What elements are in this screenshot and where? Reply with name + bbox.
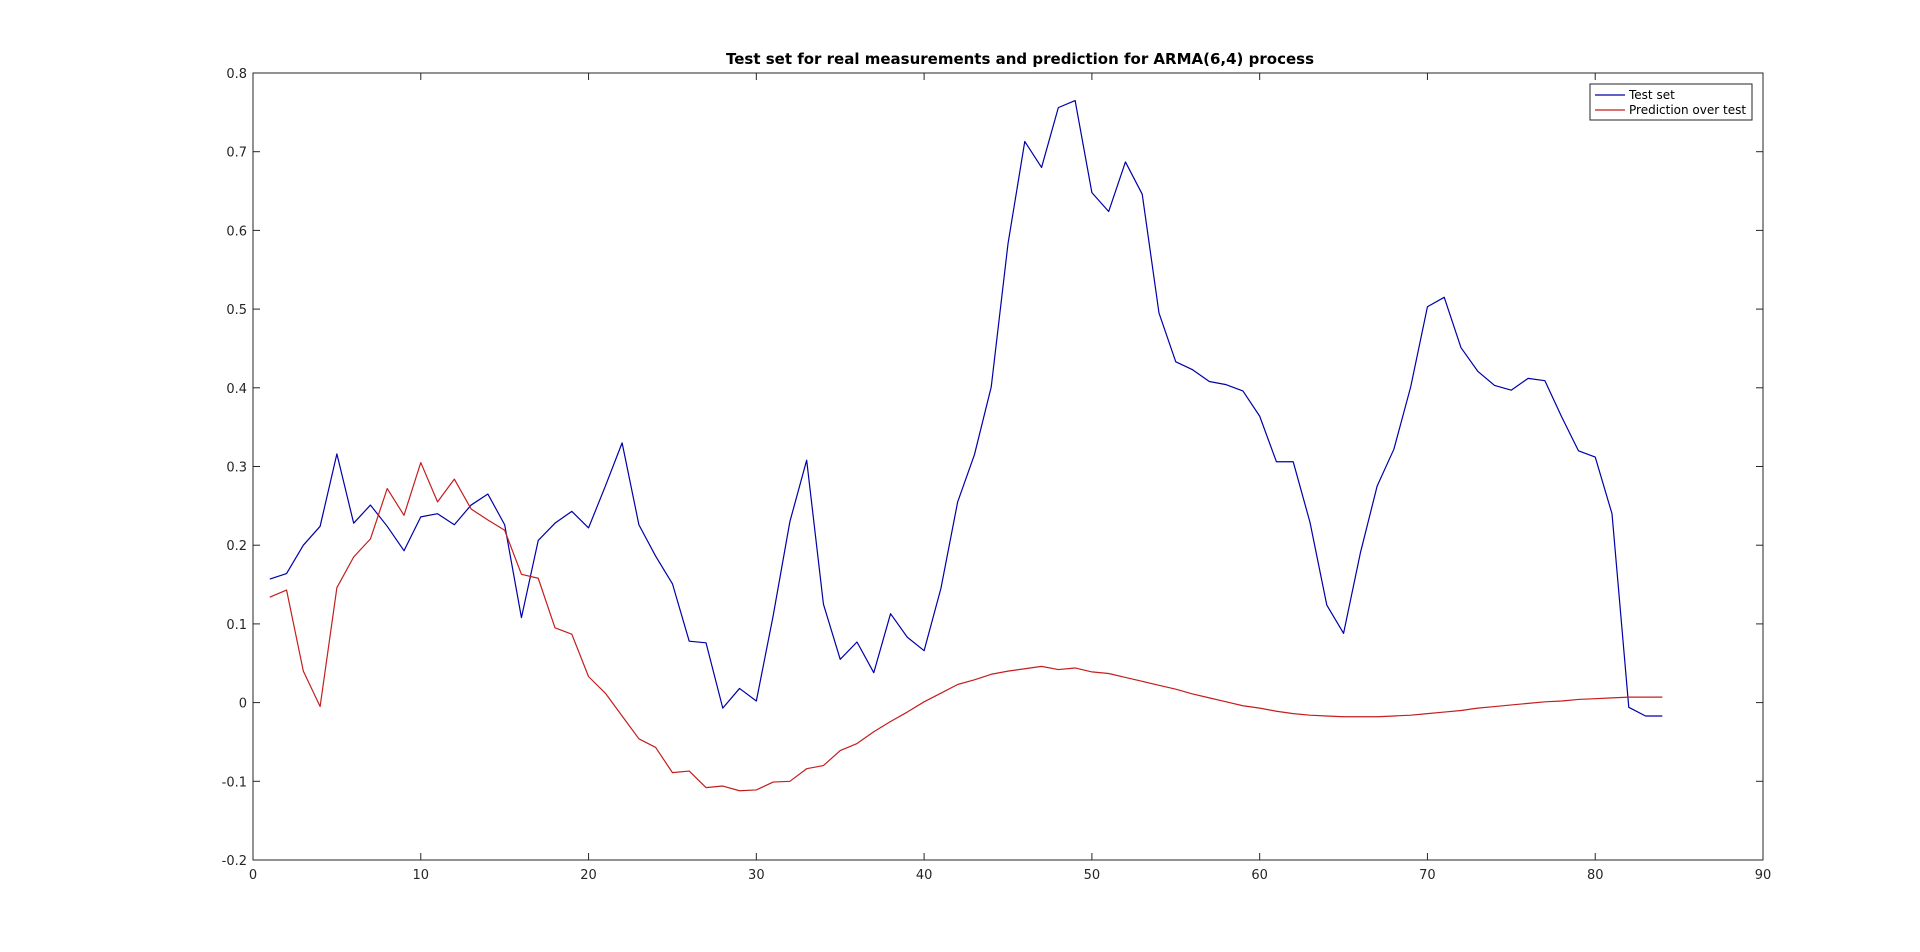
x-tick-label: 0 bbox=[249, 868, 257, 883]
x-tick-label: 80 bbox=[1587, 868, 1604, 883]
y-tick-label: 0 bbox=[239, 697, 247, 712]
y-tick-label: -0.2 bbox=[222, 854, 247, 869]
series-line-prediction bbox=[269, 461, 1663, 792]
y-tick-label: 0.6 bbox=[226, 224, 247, 239]
x-tick-label: 20 bbox=[580, 868, 597, 883]
series-line-test-set bbox=[269, 99, 1663, 717]
x-tick-label: 30 bbox=[748, 868, 765, 883]
y-tick-label: 0.3 bbox=[226, 461, 247, 476]
chart-title: Test set for real measurements and predi… bbox=[726, 50, 1314, 68]
legend-label-test-set: Test set bbox=[1628, 88, 1675, 102]
plot-area bbox=[269, 99, 1663, 792]
y-tick-label: 0.1 bbox=[226, 618, 247, 633]
x-tick-label: 40 bbox=[916, 868, 933, 883]
y-tick-label: -0.1 bbox=[222, 775, 247, 790]
x-tick-label: 70 bbox=[1419, 868, 1436, 883]
x-tick-label: 10 bbox=[413, 868, 430, 883]
x-tick-label: 50 bbox=[1084, 868, 1101, 883]
y-tick-label: 0.7 bbox=[226, 146, 247, 161]
y-tick-label: 0.8 bbox=[226, 67, 247, 82]
legend-label-prediction: Prediction over test bbox=[1629, 103, 1746, 117]
x-tick-label: 60 bbox=[1251, 868, 1268, 883]
legend-box bbox=[1589, 83, 1753, 121]
y-tick-label: 0.4 bbox=[226, 382, 247, 397]
y-tick-label: 0.5 bbox=[226, 303, 247, 318]
x-tick-label: 90 bbox=[1755, 868, 1772, 883]
axes-box bbox=[252, 72, 1764, 861]
legend: Test set Prediction over test bbox=[1589, 83, 1753, 121]
y-tick-label: 0.2 bbox=[226, 539, 247, 554]
axis-ticks: 0 10 20 30 40 50 60 70 80 90 -0.2 -0.1 0 0.1 0.2 0.3 0.4… bbox=[222, 67, 1772, 883]
